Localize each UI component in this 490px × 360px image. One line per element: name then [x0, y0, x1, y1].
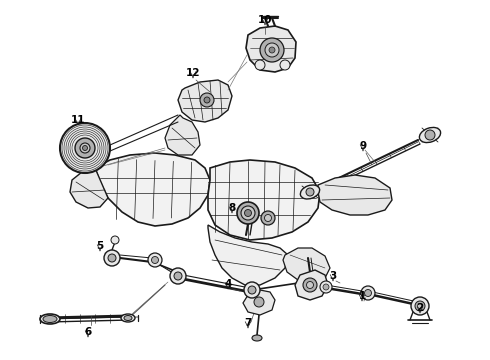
- Text: 7: 7: [245, 318, 252, 328]
- Circle shape: [108, 254, 116, 262]
- Polygon shape: [243, 290, 275, 315]
- Circle shape: [254, 297, 264, 307]
- Text: 8: 8: [228, 203, 236, 213]
- Circle shape: [411, 297, 429, 315]
- Polygon shape: [246, 26, 296, 72]
- Text: 1: 1: [358, 291, 366, 301]
- Polygon shape: [70, 168, 108, 208]
- Circle shape: [323, 284, 329, 290]
- Circle shape: [260, 38, 284, 62]
- Ellipse shape: [121, 314, 135, 322]
- Circle shape: [200, 93, 214, 107]
- Circle shape: [148, 253, 162, 267]
- Text: 9: 9: [360, 141, 367, 151]
- Polygon shape: [283, 248, 330, 282]
- Text: 3: 3: [329, 271, 337, 281]
- Ellipse shape: [300, 185, 319, 199]
- Circle shape: [280, 60, 290, 70]
- Polygon shape: [318, 175, 392, 215]
- Text: 4: 4: [224, 279, 232, 289]
- Polygon shape: [95, 153, 210, 226]
- Text: 10: 10: [258, 15, 272, 25]
- Circle shape: [104, 250, 120, 266]
- Polygon shape: [208, 160, 320, 240]
- Text: 12: 12: [186, 68, 200, 78]
- Circle shape: [248, 286, 256, 294]
- Circle shape: [237, 202, 259, 224]
- Circle shape: [269, 47, 275, 53]
- Ellipse shape: [40, 314, 60, 324]
- Circle shape: [415, 301, 425, 311]
- Circle shape: [204, 97, 210, 103]
- Text: 5: 5: [97, 241, 103, 251]
- Ellipse shape: [419, 127, 441, 143]
- Circle shape: [255, 60, 265, 70]
- Circle shape: [425, 130, 435, 140]
- Circle shape: [265, 43, 279, 57]
- Circle shape: [303, 278, 317, 292]
- Text: 2: 2: [416, 303, 424, 313]
- Circle shape: [80, 143, 90, 153]
- Circle shape: [261, 211, 275, 225]
- Circle shape: [417, 303, 422, 309]
- Circle shape: [170, 268, 186, 284]
- Polygon shape: [295, 270, 328, 300]
- Ellipse shape: [124, 315, 132, 320]
- Circle shape: [265, 215, 271, 221]
- Circle shape: [365, 289, 371, 297]
- Polygon shape: [178, 80, 232, 122]
- Circle shape: [60, 123, 110, 173]
- Ellipse shape: [43, 315, 57, 323]
- Circle shape: [111, 236, 119, 244]
- Text: 11: 11: [71, 115, 85, 125]
- Circle shape: [241, 206, 255, 220]
- Circle shape: [306, 188, 314, 196]
- Circle shape: [361, 286, 375, 300]
- Circle shape: [75, 138, 95, 158]
- Circle shape: [82, 145, 88, 150]
- Circle shape: [174, 272, 182, 280]
- Circle shape: [320, 281, 332, 293]
- Ellipse shape: [252, 335, 262, 341]
- Polygon shape: [165, 115, 200, 155]
- Polygon shape: [208, 225, 288, 285]
- Circle shape: [245, 210, 251, 216]
- Circle shape: [244, 282, 260, 298]
- Circle shape: [151, 256, 158, 264]
- Circle shape: [307, 282, 314, 288]
- Text: 6: 6: [84, 327, 92, 337]
